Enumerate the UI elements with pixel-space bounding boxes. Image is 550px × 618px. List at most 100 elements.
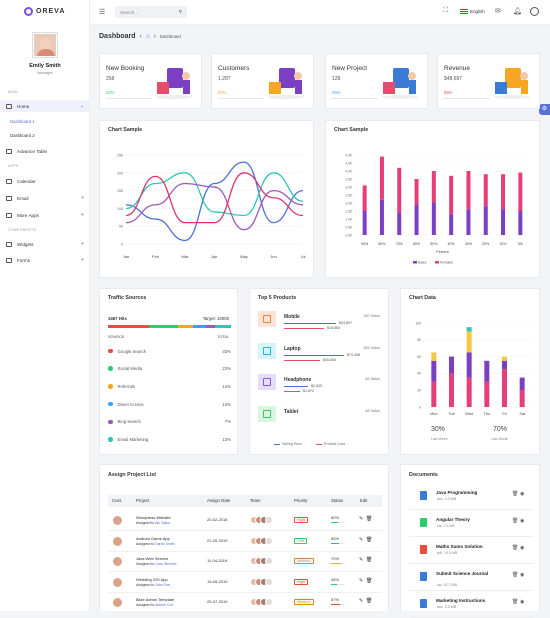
sidebar-item-dashboard2[interactable]: Dashboard 2 [10, 133, 35, 138]
selling-price: $2,839 [311, 384, 322, 388]
traffic-row: Bing Search 7% [108, 418, 231, 426]
assigned-person[interactable]: Sarah Smith [155, 541, 175, 546]
col-total: TOTAL [217, 335, 229, 339]
status-percent: 45% [331, 576, 340, 582]
assign-date: 22-05-2019 [207, 537, 228, 543]
search-icon[interactable]: ⚲ [178, 9, 182, 14]
document-meta: .doc, 4.3 MB [436, 497, 457, 501]
bar [431, 171, 436, 203]
assigned-person[interactable]: John Doe [155, 582, 171, 587]
bar [379, 199, 384, 235]
settings-toggle-button[interactable]: ⚙ [539, 104, 550, 115]
trash-icon[interactable]: 🗑︎ [512, 572, 519, 578]
edit-icon[interactable]: ✎ [359, 598, 364, 604]
bar [466, 377, 472, 407]
x-tick-label: Sat [519, 412, 526, 416]
x-tick-label: 50% [430, 242, 438, 246]
brand-logo[interactable]: OREVA [24, 7, 65, 16]
bell-icon[interactable]: 🔔︎ [513, 8, 522, 15]
assigned-person[interactable]: Airi Satou [155, 521, 171, 525]
section-apps: APPS [8, 164, 19, 168]
table-row[interactable]: Blize Admin Template Assigned to Ashton C… [108, 595, 382, 613]
assigned-label: Assigned to [136, 582, 155, 587]
list-item[interactable]: Submit Science Journal .zip, 53.2 MB 🗑︎ ◉ [409, 569, 533, 591]
eye-icon[interactable]: ◉ [520, 599, 525, 605]
source-dot [108, 348, 113, 354]
edit-icon[interactable]: ✎ [359, 577, 364, 584]
assign-date: 25-07-2019 [207, 599, 228, 604]
eye-icon[interactable]: ◉ [520, 545, 525, 551]
trash-icon[interactable]: 🗑︎ [512, 491, 519, 497]
stat-value: $48,697 [444, 76, 463, 82]
sidebar-item-dashboard1[interactable]: Dashboard 1 [10, 119, 35, 124]
product-glyph-icon [263, 315, 271, 323]
document-name: Angular Theory [436, 517, 470, 522]
mail-icon[interactable]: ✉ [495, 8, 501, 15]
avatar[interactable] [32, 32, 58, 58]
search-input[interactable]: Search... [120, 9, 139, 15]
document-name: Maths Sums Solution [436, 544, 483, 549]
project-assignee: Assigned to Ashton Cox [136, 603, 173, 607]
plus-icon: + [81, 212, 84, 218]
x-tick-label: Jun [270, 254, 276, 259]
edit-icon[interactable]: ✎ [359, 536, 364, 543]
bar-chart: 0.0K 0.5K 1.0K 1.5K 2.0K 2.5K 3.0K 3.5K 4.0K 4.5K… [345, 153, 529, 265]
card-title: Assign Project List [108, 472, 156, 478]
profile-role: Manager [37, 70, 53, 75]
section-components: COMPONENTS [8, 228, 37, 232]
user-icon[interactable] [530, 7, 539, 16]
menu-icon[interactable]: ☰ [99, 9, 106, 16]
project-assignee: Assigned to Cara Stevens [136, 562, 177, 566]
stat-illustration-icon [265, 62, 307, 100]
sidebar-item-email[interactable]: Email + [0, 192, 90, 204]
trash-icon[interactable]: 🗑︎ [366, 577, 373, 584]
eye-icon[interactable]: ◉ [520, 491, 525, 497]
eye-icon[interactable]: ◉ [520, 572, 525, 578]
list-item[interactable]: Marketing Instructions .doc, 5.3 MB 🗑︎ ◉ [409, 596, 533, 618]
y-tick-label: 0.5K [345, 225, 352, 229]
source-name: Social Media [117, 366, 143, 372]
bar [466, 331, 472, 353]
trash-icon[interactable]: 🗑︎ [366, 598, 373, 604]
forms-icon [6, 258, 12, 263]
table-row[interactable]: Wordpress Website Assigned to Airi Satou 2… [108, 513, 382, 531]
edit-icon[interactable]: ✎ [359, 516, 364, 522]
product-cost-bar [284, 328, 324, 329]
y-tick-label: 250 [117, 154, 123, 158]
trash-icon[interactable]: 🗑︎ [366, 557, 373, 563]
trash-icon[interactable]: 🗑︎ [512, 518, 519, 524]
sidebar-item-calendar[interactable]: Calendar [0, 175, 90, 187]
trash-icon[interactable]: 🗑︎ [512, 599, 519, 605]
table-row[interactable]: Android Game App Assigned to Sarah Smith 2… [108, 534, 382, 552]
x-tick-label: 30% [465, 242, 473, 246]
assigned-person[interactable]: Ashton Cox [155, 603, 174, 607]
source-name: Referrals [117, 383, 135, 389]
trash-icon[interactable]: 🗑︎ [512, 545, 519, 551]
list-item[interactable]: Maths Sums Solution .pdf, 10.5 MB 🗑︎ ◉ [409, 542, 533, 564]
product-cost: $45,856 [323, 357, 336, 362]
search-box[interactable]: Search... ⚲ [115, 6, 187, 18]
sidebar-item-advance-table[interactable]: Advance Table [0, 145, 90, 157]
trash-icon[interactable]: 🗑︎ [366, 536, 373, 543]
sidebar-item-more-apps[interactable]: More Apps + [0, 209, 90, 221]
bar [379, 156, 384, 200]
sidebar-item-widgets[interactable]: Widgets + [0, 238, 90, 250]
trash-icon[interactable]: 🗑︎ [366, 516, 373, 522]
eye-icon[interactable]: ◉ [520, 518, 525, 524]
assigned-person[interactable]: Cara Stevens [155, 562, 177, 566]
list-item[interactable]: Angular Theory .xls, 2.5 MB 🗑︎ ◉ [409, 515, 533, 537]
table-row[interactable]: Wedding IOS App Assigned to John Doe 19-05… [108, 575, 382, 593]
bar [502, 369, 507, 407]
edit-icon[interactable]: ✎ [359, 557, 364, 563]
sidebar-item-home[interactable]: Home ⌄ [0, 100, 90, 112]
list-item[interactable]: Java Programming .doc, 4.3 MB 🗑︎ ◉ [409, 488, 533, 510]
document-meta: .pdf, 10.5 MB [436, 551, 458, 555]
source-total: 12% [222, 383, 231, 389]
fullscreen-icon[interactable]: ⛶ [443, 7, 448, 14]
bar [431, 352, 437, 361]
table-row[interactable]: Java Web Service Assigned to Cara Stevens… [108, 554, 382, 572]
language-selector[interactable]: English [460, 9, 485, 14]
x-tick-label: 20% [482, 242, 490, 246]
sidebar-item-forms[interactable]: Forms + [0, 255, 90, 263]
home-icon[interactable]: ⌂ [145, 33, 150, 40]
